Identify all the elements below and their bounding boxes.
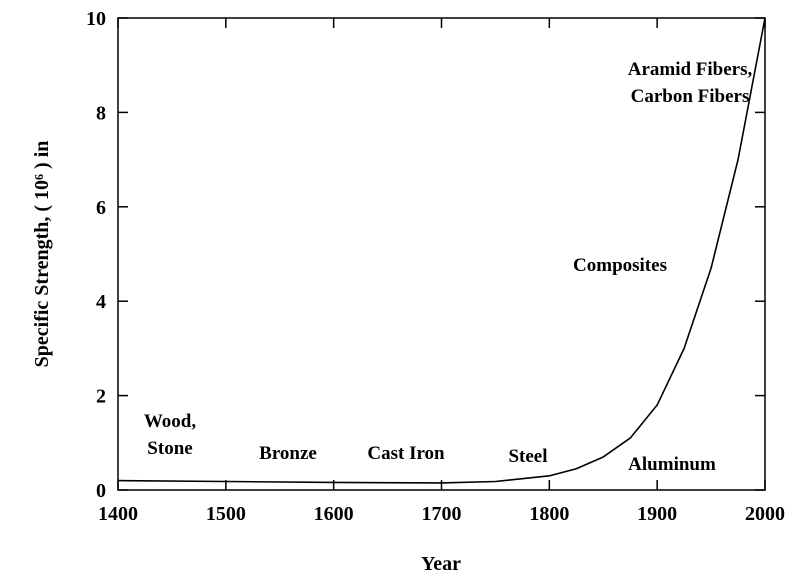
y-axis-label: Specific Strength, ( 10⁶ ) in (31, 141, 53, 368)
annotation: Aluminum (628, 454, 716, 475)
x-tick-label: 1400 (98, 503, 138, 525)
y-tick-label: 10 (86, 8, 106, 30)
annotation: Steel (508, 446, 547, 467)
annotation: Wood, (144, 411, 197, 432)
annotation: Carbon Fibers (631, 86, 750, 107)
data-line (117, 17, 766, 484)
y-tick-label: 6 (96, 197, 106, 219)
x-tick-label: 1600 (314, 503, 354, 525)
y-tick-label: 0 (96, 480, 106, 502)
x-tick-label: 2000 (745, 503, 785, 525)
x-tick-label: 1900 (637, 503, 677, 525)
annotation: Bronze (259, 443, 317, 464)
y-tick-label: 4 (96, 291, 106, 313)
x-tick-label: 1800 (529, 503, 569, 525)
annotation: Aramid Fibers, (628, 59, 753, 80)
y-tick-label: 2 (96, 386, 106, 408)
x-axis-label: Year (421, 553, 461, 575)
y-tick-label: 8 (96, 102, 106, 124)
annotation: Composites (573, 255, 667, 276)
x-tick-label: 1500 (206, 503, 246, 525)
annotation: Stone (147, 438, 192, 459)
x-tick-label: 1700 (422, 503, 462, 525)
annotation: Cast Iron (367, 443, 445, 464)
